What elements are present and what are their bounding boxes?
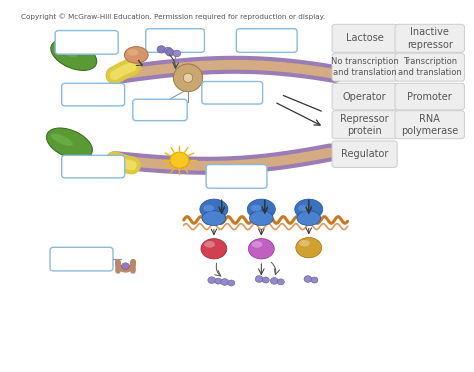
FancyBboxPatch shape xyxy=(332,83,397,110)
Text: No transcription
and translation: No transcription and translation xyxy=(331,57,399,77)
FancyBboxPatch shape xyxy=(55,31,118,54)
FancyBboxPatch shape xyxy=(332,111,397,139)
Ellipse shape xyxy=(203,205,214,211)
Ellipse shape xyxy=(46,128,92,159)
Ellipse shape xyxy=(252,241,263,248)
Circle shape xyxy=(215,278,222,284)
Circle shape xyxy=(277,279,284,285)
Ellipse shape xyxy=(299,240,310,247)
Ellipse shape xyxy=(55,45,77,57)
FancyBboxPatch shape xyxy=(146,29,204,52)
Ellipse shape xyxy=(51,39,97,70)
FancyBboxPatch shape xyxy=(50,247,113,271)
Circle shape xyxy=(255,276,263,282)
Text: Regulator: Regulator xyxy=(341,149,388,159)
Ellipse shape xyxy=(249,211,273,225)
Circle shape xyxy=(164,47,172,54)
Text: RNA
polymerase: RNA polymerase xyxy=(401,113,458,136)
Circle shape xyxy=(221,279,228,285)
Ellipse shape xyxy=(201,238,227,259)
FancyBboxPatch shape xyxy=(332,24,397,52)
FancyBboxPatch shape xyxy=(395,83,465,110)
Ellipse shape xyxy=(251,205,262,211)
Circle shape xyxy=(262,277,269,283)
FancyBboxPatch shape xyxy=(395,53,465,81)
Text: Inactive
repressor: Inactive repressor xyxy=(407,27,453,49)
FancyBboxPatch shape xyxy=(395,24,465,52)
Circle shape xyxy=(311,277,318,283)
Ellipse shape xyxy=(298,205,309,211)
Ellipse shape xyxy=(124,46,148,63)
FancyBboxPatch shape xyxy=(332,141,397,167)
Text: Promoter: Promoter xyxy=(407,92,452,102)
Ellipse shape xyxy=(202,211,226,225)
Ellipse shape xyxy=(183,73,193,83)
Text: Copyright © McGraw-Hill Education. Permission required for reproduction or displ: Copyright © McGraw-Hill Education. Permi… xyxy=(21,13,325,20)
Ellipse shape xyxy=(200,199,228,219)
Text: Repressor
protein: Repressor protein xyxy=(340,113,389,136)
Ellipse shape xyxy=(247,199,275,219)
Circle shape xyxy=(228,280,235,286)
Ellipse shape xyxy=(173,64,203,92)
FancyBboxPatch shape xyxy=(133,99,187,121)
Circle shape xyxy=(208,277,216,283)
Circle shape xyxy=(165,49,174,56)
Circle shape xyxy=(170,152,189,168)
Ellipse shape xyxy=(295,199,323,219)
FancyBboxPatch shape xyxy=(202,81,263,104)
Circle shape xyxy=(304,276,312,282)
Ellipse shape xyxy=(297,211,320,225)
FancyBboxPatch shape xyxy=(62,83,125,106)
Ellipse shape xyxy=(248,238,274,259)
Ellipse shape xyxy=(296,237,322,258)
FancyBboxPatch shape xyxy=(395,111,465,139)
Circle shape xyxy=(122,263,129,269)
Text: Lactose: Lactose xyxy=(346,33,383,43)
FancyBboxPatch shape xyxy=(62,155,125,178)
Circle shape xyxy=(173,50,181,57)
FancyBboxPatch shape xyxy=(206,164,267,188)
Circle shape xyxy=(157,46,165,53)
FancyBboxPatch shape xyxy=(332,53,397,81)
Circle shape xyxy=(270,278,278,284)
Ellipse shape xyxy=(128,49,138,56)
Text: Transcription
and translation: Transcription and translation xyxy=(398,57,462,77)
Ellipse shape xyxy=(51,133,73,146)
FancyBboxPatch shape xyxy=(237,29,297,52)
Ellipse shape xyxy=(204,241,215,248)
Text: Operator: Operator xyxy=(343,92,386,102)
